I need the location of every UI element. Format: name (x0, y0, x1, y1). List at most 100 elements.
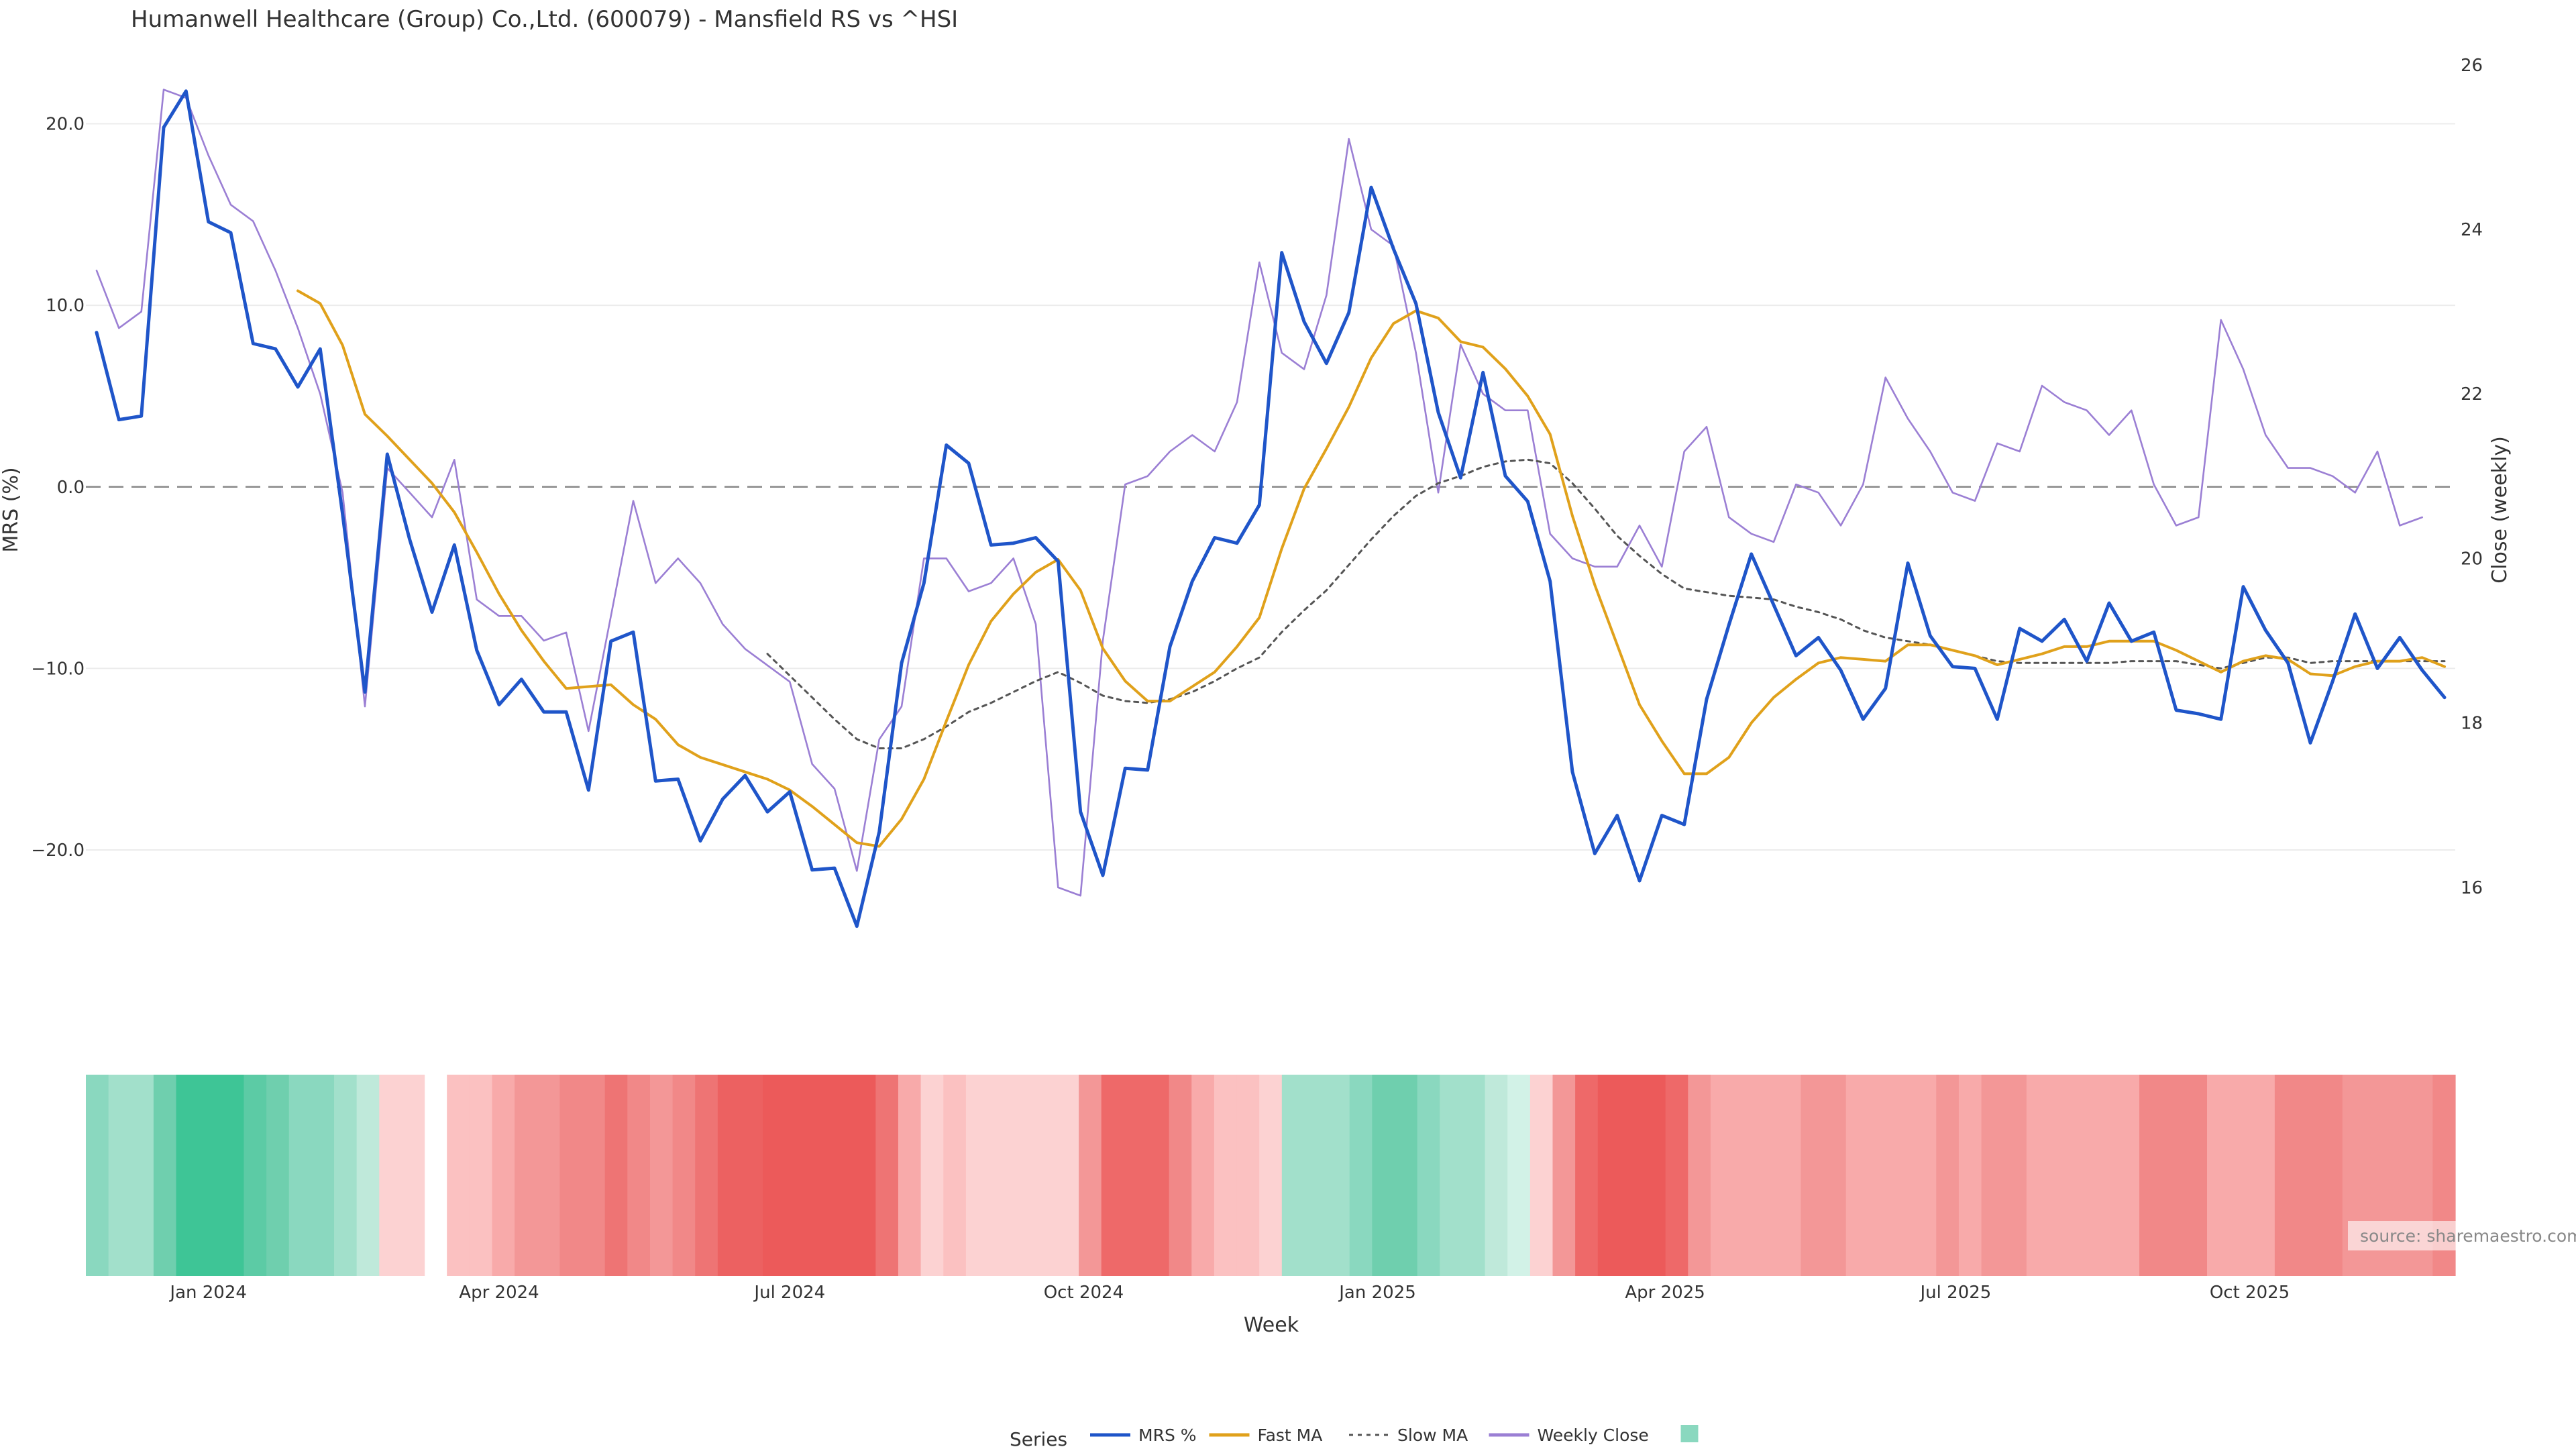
heatmap-cell (1643, 1075, 1666, 1276)
heatmap-cell (717, 1075, 741, 1276)
heatmap-cell (1688, 1075, 1711, 1276)
heatmap-cell (1124, 1075, 1147, 1276)
left-tick-label: 10.0 (46, 296, 85, 316)
heatmap-cell (515, 1075, 538, 1276)
heatmap-cell (1891, 1075, 1915, 1276)
heatmap-cell (1236, 1075, 1260, 1276)
heatmap-cell (469, 1075, 493, 1276)
heatmap-cell (695, 1075, 718, 1276)
heatmap-cell (176, 1075, 199, 1276)
heatmap-cell (1101, 1075, 1124, 1276)
heatmap-cell (2206, 1075, 2231, 1276)
heatmap-cell (1079, 1075, 1102, 1276)
legend-item-label: Weekly Close (1538, 1426, 1649, 1445)
x-tick-label: Oct 2025 (2210, 1283, 2290, 1303)
heatmap-cell (1529, 1075, 1554, 1276)
left-tick-label: 0.0 (57, 478, 85, 498)
heatmap-cell (1349, 1075, 1373, 1276)
heatmap-cell (1868, 1075, 1892, 1276)
legend-title: Series (1010, 1428, 1067, 1449)
heatmap-cell (1507, 1075, 1531, 1276)
heatmap-cell (1033, 1075, 1057, 1276)
heatmap-cell (356, 1075, 380, 1276)
series-lines (95, 89, 2447, 928)
left-axis-title: MRS (%) (0, 467, 23, 552)
heatmap-cell (334, 1075, 358, 1276)
heatmap-cell (1845, 1075, 1870, 1276)
heatmap-cell (898, 1075, 922, 1276)
heatmap-cell (244, 1075, 267, 1276)
heatmap-cell (1958, 1075, 1982, 1276)
right-tick-label: 16 (2461, 878, 2483, 898)
heatmap-cell (1440, 1075, 1463, 1276)
heatmap-cell (2139, 1075, 2163, 1276)
heatmap-cell (311, 1075, 335, 1276)
heatmap-cell (853, 1075, 876, 1276)
heatmap-cell (1259, 1075, 1283, 1276)
heatmap-cell (447, 1075, 470, 1276)
right-tick-label: 24 (2461, 220, 2483, 240)
left-tick-label: −10.0 (31, 659, 85, 679)
heatmap-cell (1597, 1075, 1621, 1276)
heatmap-cell (763, 1075, 786, 1276)
heatmap-cell (2094, 1075, 2118, 1276)
x-tick-label: Jul 2024 (753, 1283, 825, 1303)
series-fast-ma-line (297, 289, 2446, 848)
strength-heatmap (86, 1075, 2456, 1276)
right-axis-ticks: 16 18 20 22 24 26 (2461, 56, 2483, 898)
heatmap-cell (1214, 1075, 1238, 1276)
heatmap-cell (559, 1075, 583, 1276)
heatmap-cell (2184, 1075, 2208, 1276)
x-tick-label: Apr 2024 (459, 1283, 539, 1303)
x-tick-label: Oct 2024 (1044, 1283, 1124, 1303)
heatmap-cell (1146, 1075, 1170, 1276)
heatmap-cell (221, 1075, 245, 1276)
heatmap-cell (1801, 1075, 1824, 1276)
heatmap-cell (2072, 1075, 2095, 1276)
heatmap-cell (785, 1075, 809, 1276)
heatmap-cell (2116, 1075, 2140, 1276)
heatmap-cell (153, 1075, 177, 1276)
heatmap-cell (537, 1075, 560, 1276)
chart-title: Humanwell Healthcare (Group) Co.,Ltd. (6… (131, 6, 958, 33)
heatmap-cell (266, 1075, 290, 1276)
heatmap-cell (830, 1075, 854, 1276)
source-label: source: sharemaestro.com (2360, 1226, 2576, 1246)
heatmap-cell (492, 1075, 515, 1276)
x-tick-label: Jan 2025 (1338, 1283, 1416, 1303)
heatmap-cell (740, 1075, 763, 1276)
heatmap-cell (1417, 1075, 1440, 1276)
heatmap-cell (1620, 1075, 1644, 1276)
legend-item-label: Fast MA (1258, 1426, 1323, 1445)
heatmap-cell (943, 1075, 967, 1276)
heatmap-cell (86, 1075, 109, 1276)
heatmap-cell (604, 1075, 628, 1276)
left-tick-label: 20.0 (46, 114, 85, 134)
heatmap-cell (1372, 1075, 1395, 1276)
right-tick-label: 22 (2461, 384, 2483, 405)
source-background (2348, 1221, 2576, 1250)
right-axis-title: Close (weekly) (2488, 436, 2512, 584)
heatmap-cell (808, 1075, 831, 1276)
heatmap-cell (379, 1075, 402, 1276)
right-tick-label: 20 (2461, 549, 2483, 569)
legend-item-label: MRS % (1138, 1426, 1197, 1445)
heatmap-cell (875, 1075, 899, 1276)
heatmap-cell (920, 1075, 944, 1276)
heatmap-cell (199, 1075, 222, 1276)
heatmap-cell (288, 1075, 312, 1276)
heatmap-cell (131, 1075, 154, 1276)
heatmap-cell (2297, 1075, 2320, 1276)
right-tick-label: 26 (2461, 56, 2483, 76)
heatmap-cell (2320, 1075, 2343, 1276)
right-tick-label: 18 (2461, 714, 2483, 734)
heatmap-cell (1552, 1075, 1576, 1276)
heatmap-cell (2049, 1075, 2072, 1276)
heatmap-cell (1575, 1075, 1599, 1276)
legend-swatch (1680, 1425, 1699, 1442)
heatmap-cell (2026, 1075, 2050, 1276)
heatmap-cell (1823, 1075, 1847, 1276)
heatmap-cell (1462, 1075, 1486, 1276)
heatmap-cell (1756, 1075, 1779, 1276)
